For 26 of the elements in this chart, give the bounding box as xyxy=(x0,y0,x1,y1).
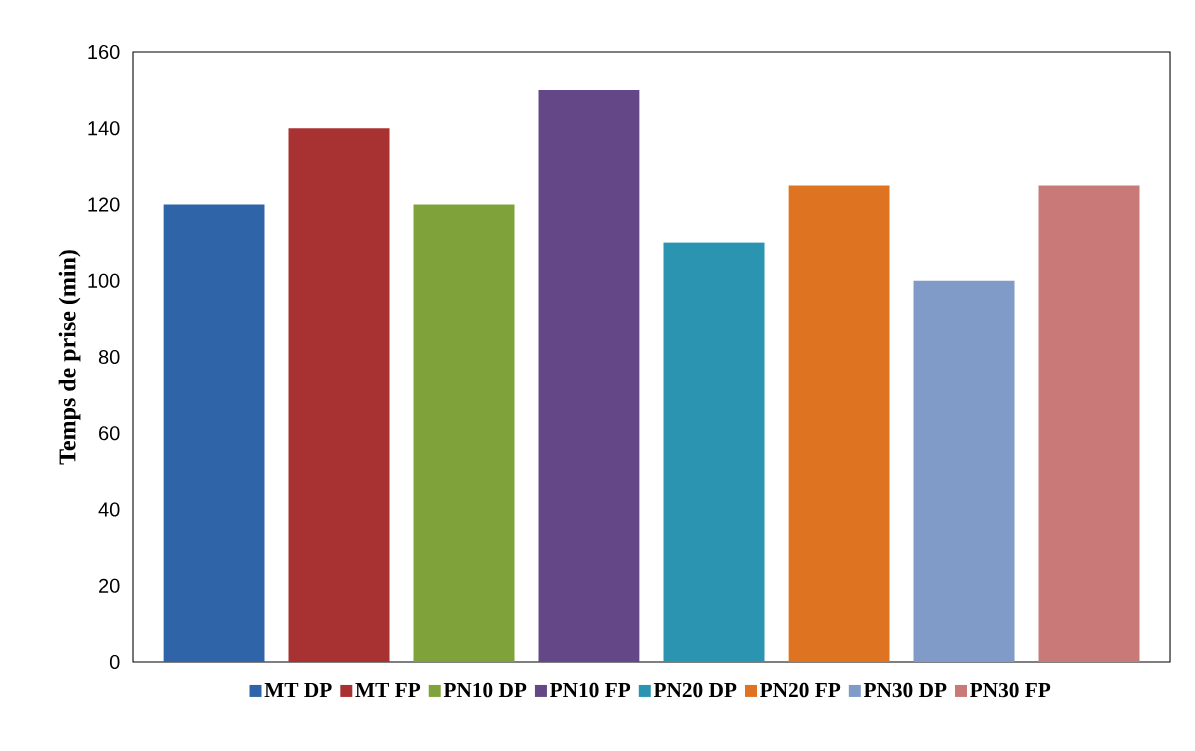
y-axis-title: Temps de prise (min) xyxy=(58,250,81,465)
bar xyxy=(1038,185,1140,662)
y-tick-label: 80 xyxy=(98,349,120,365)
bar xyxy=(913,280,1015,662)
bar xyxy=(788,185,890,662)
bar xyxy=(288,128,390,662)
y-tick-label: 100 xyxy=(88,273,120,288)
legend-label: PN10 FP xyxy=(549,682,631,698)
legend-label: PN30 DP xyxy=(863,682,947,698)
legend-label: MT DP xyxy=(264,682,332,697)
y-tick-label: 20 xyxy=(99,578,120,593)
bar xyxy=(538,90,640,662)
legend-label: PN10 DP xyxy=(443,682,527,698)
bar xyxy=(163,204,265,662)
y-tick-label: 140 xyxy=(88,121,120,136)
legend-label: MT FP xyxy=(355,682,421,697)
y-tick-label: 0 xyxy=(109,654,120,670)
y-tick-label: 120 xyxy=(88,197,120,212)
y-tick-label: 160 xyxy=(88,44,120,60)
bar xyxy=(413,204,515,662)
y-tick-label: 60 xyxy=(99,426,120,441)
legend-label: PN20 DP xyxy=(653,682,737,698)
bar xyxy=(663,242,765,662)
y-tick-label: 40 xyxy=(98,502,120,517)
legend-label: PN30 FP xyxy=(970,682,1051,698)
legend-label: PN20 FP xyxy=(760,682,841,698)
